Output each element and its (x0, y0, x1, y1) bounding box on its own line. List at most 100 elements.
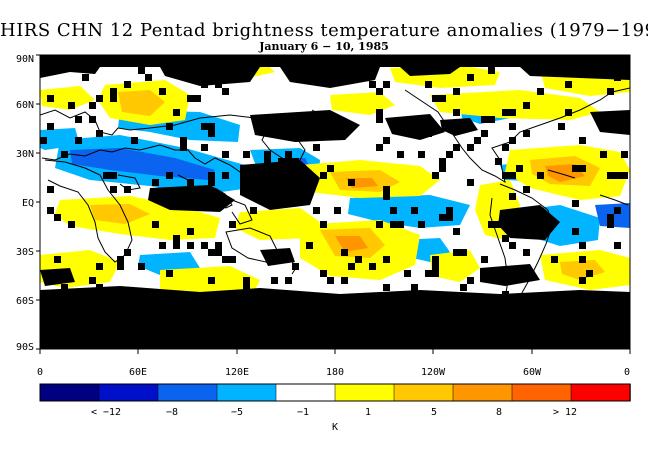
missing-cell (446, 123, 453, 130)
missing-cell (439, 158, 446, 165)
missing-cell (264, 116, 271, 123)
missing-cell (89, 102, 96, 109)
missing-cell (418, 151, 425, 158)
missing-cell (467, 277, 474, 284)
missing-cell (537, 88, 544, 95)
missing-cell (47, 186, 54, 193)
missing-cell (89, 116, 96, 123)
lat-label-90s: 90S (16, 342, 34, 353)
missing-cell (341, 249, 348, 256)
missing-cell (40, 137, 47, 144)
missing-cell (439, 165, 446, 172)
missing-cell (82, 74, 89, 81)
missing-cell (383, 81, 390, 88)
colorbar-swatch (39, 383, 100, 402)
missing-cell (131, 137, 138, 144)
missing-cell (376, 221, 383, 228)
colorbar-swatch (393, 383, 454, 402)
colorbar-label-neg1: −1 (297, 407, 309, 418)
missing-cell (572, 165, 579, 172)
missing-cell (495, 158, 502, 165)
missing-cell (411, 291, 418, 298)
missing-cell (320, 270, 327, 277)
missing-cell (264, 158, 271, 165)
missing-cell (271, 277, 278, 284)
map-title: HIRS CHN 12 Pentad brightness temperatur… (0, 20, 648, 41)
missing-cell (607, 172, 614, 179)
missing-cell (418, 221, 425, 228)
lat-label-30s: 30S (16, 247, 34, 258)
colorbar-swatch (216, 383, 277, 402)
missing-cell (355, 256, 362, 263)
missing-cell (467, 179, 474, 186)
colorbar-unit-label: K (332, 422, 338, 433)
missing-cell (614, 242, 621, 249)
lat-label-30n: 30N (16, 149, 34, 160)
missing-cell (509, 242, 516, 249)
missing-cell (201, 81, 208, 88)
map-subtitle: January 6 − 10, 1985 (259, 40, 389, 53)
missing-cell (502, 172, 509, 179)
missing-cell (474, 137, 481, 144)
missing-cell (502, 235, 509, 242)
missing-cell (600, 151, 607, 158)
missing-cell (166, 123, 173, 130)
missing-cell (551, 256, 558, 263)
missing-cell (75, 116, 82, 123)
missing-cell (432, 256, 439, 263)
missing-cell (299, 179, 306, 186)
missing-cell (488, 116, 495, 123)
missing-cell (334, 207, 341, 214)
missing-cell (173, 235, 180, 242)
missing-cell (47, 123, 54, 130)
missing-cell (306, 242, 313, 249)
missing-cell (201, 123, 208, 130)
missing-cell (481, 116, 488, 123)
missing-cell (75, 137, 82, 144)
colorbar-label-gt-12: > 12 (553, 407, 577, 418)
missing-cell (383, 284, 390, 291)
missing-cell (376, 109, 383, 116)
missing-cell (432, 263, 439, 270)
missing-cell (96, 130, 103, 137)
missing-cell (243, 151, 250, 158)
missing-cell (411, 284, 418, 291)
missing-cell (509, 172, 516, 179)
missing-cell (565, 109, 572, 116)
missing-cell (404, 270, 411, 277)
missing-cell (201, 242, 208, 249)
colorbar-label-neg5: −5 (231, 407, 243, 418)
colorbar-swatch (275, 383, 336, 402)
missing-cell (439, 95, 446, 102)
missing-cell (607, 214, 614, 221)
colorbar-swatch (570, 383, 631, 402)
missing-cell (425, 130, 432, 137)
latitude-axis: 90N 60N 30N EQ 30S 60S 90S (16, 54, 40, 353)
missing-cell (208, 277, 215, 284)
missing-cell (194, 95, 201, 102)
missing-cell (453, 144, 460, 151)
missing-cell (453, 109, 460, 116)
lon-label-120e: 120E (225, 367, 249, 378)
missing-cell (278, 172, 285, 179)
missing-cell (376, 116, 383, 123)
missing-cell (201, 144, 208, 151)
missing-data-regions (40, 55, 630, 349)
missing-cell (320, 172, 327, 179)
missing-cell (509, 137, 516, 144)
missing-cell (579, 277, 586, 284)
missing-cell (285, 151, 292, 158)
missing-cell (432, 270, 439, 277)
colorbar-swatch (334, 383, 395, 402)
missing-cell (621, 172, 628, 179)
missing-cell (432, 95, 439, 102)
missing-cell (96, 284, 103, 291)
missing-cell (460, 249, 467, 256)
missing-cell (110, 172, 117, 179)
missing-cell (222, 88, 229, 95)
missing-cell (348, 179, 355, 186)
missing-cell (586, 270, 593, 277)
missing-cell (446, 207, 453, 214)
missing-cell (579, 165, 586, 172)
missing-cell (152, 221, 159, 228)
